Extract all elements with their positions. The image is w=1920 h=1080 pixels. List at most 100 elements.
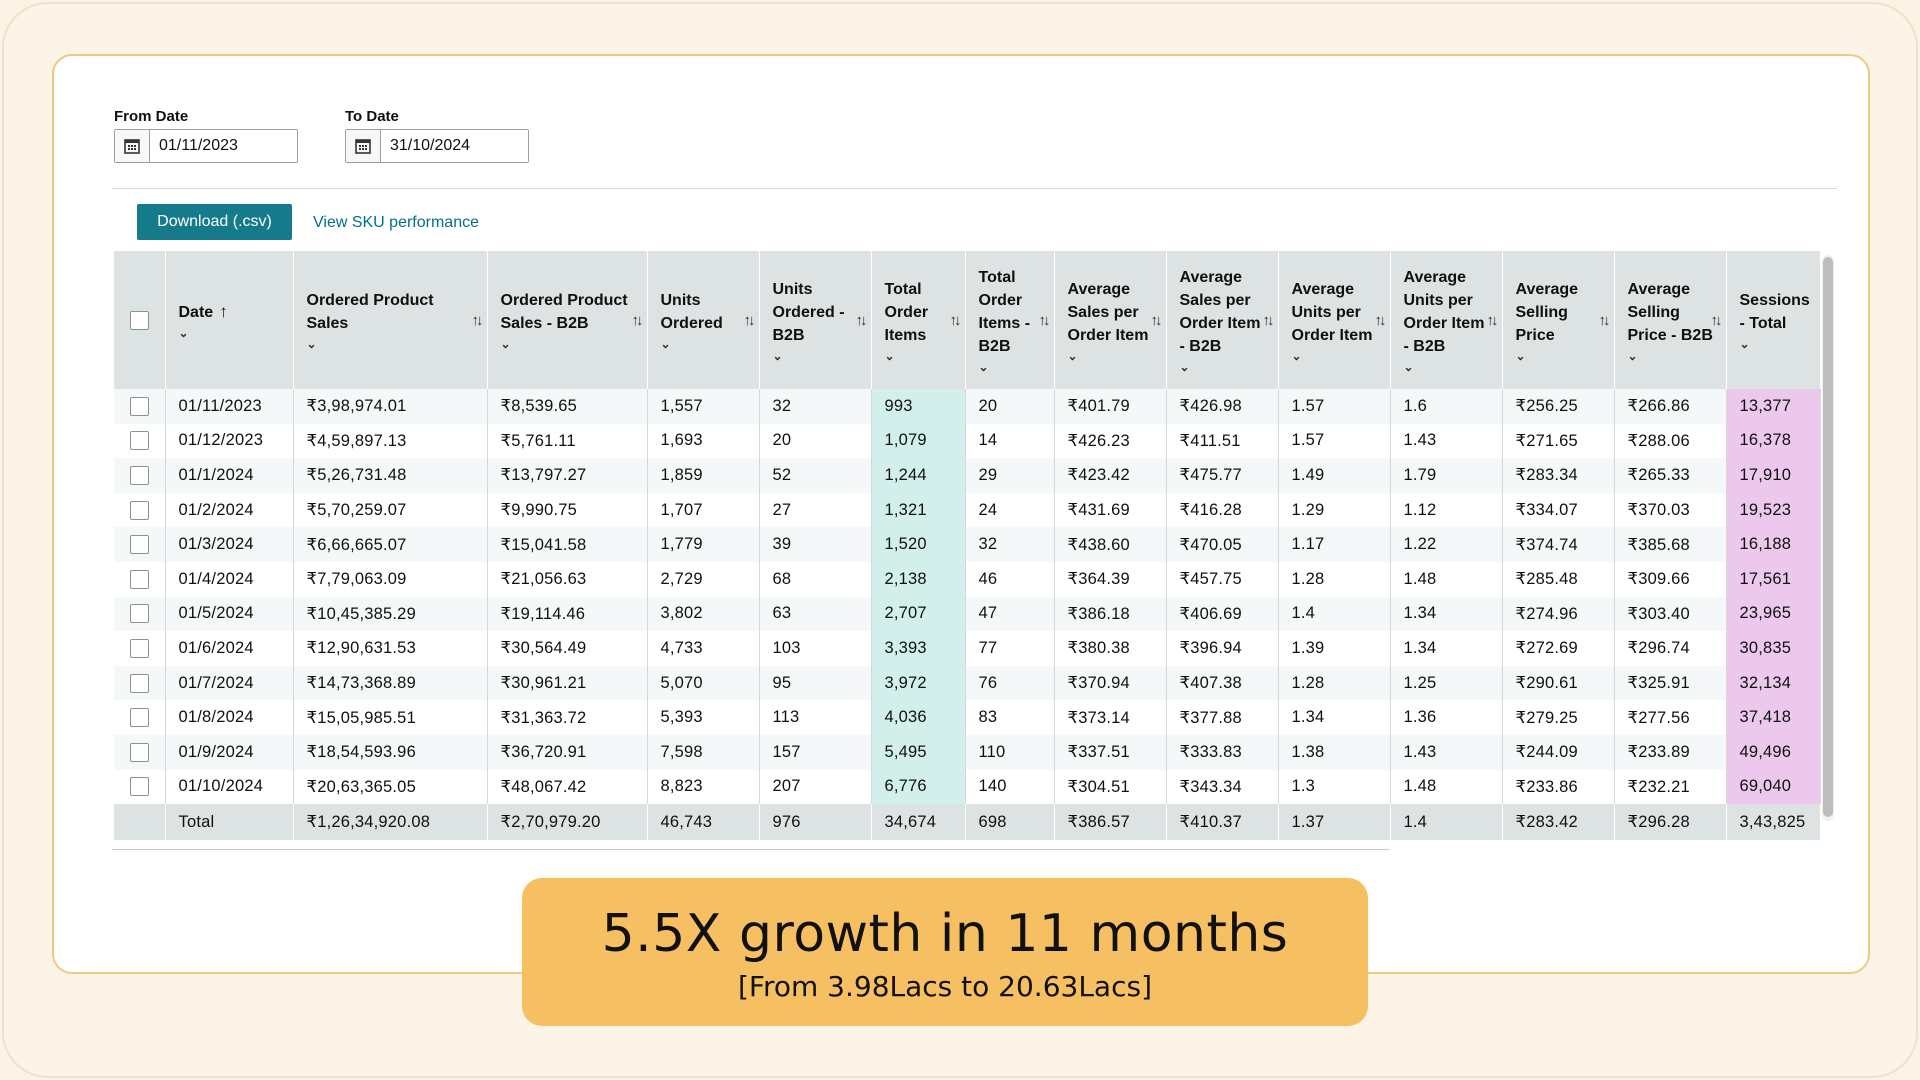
- to-date-value[interactable]: 31/10/2024: [390, 137, 471, 154]
- chevron-down-icon[interactable]: ⌄: [1739, 337, 1750, 351]
- table-row[interactable]: 01/6/2024 ₹12,90,631.53 ₹30,564.49 4,733 103…: [114, 631, 1821, 666]
- row-checkbox[interactable]: [129, 431, 149, 451]
- row-select-cell: [114, 527, 166, 562]
- chevron-down-icon[interactable]: ⌄: [1515, 348, 1526, 363]
- header-total-order-items-b2b[interactable]: Total Order Items - B2B ⌄ ↑↓: [965, 251, 1055, 389]
- header-ordered-product-sales-b2b[interactable]: Ordered Product Sales - B2B ⌄ ↑↓: [487, 251, 648, 389]
- table-cell: ₹256.25: [1502, 389, 1615, 424]
- chevron-down-icon[interactable]: ⌄: [1403, 360, 1414, 374]
- table-row[interactable]: 01/12/2023 ₹4,59,897.13 ₹5,761.11 1,693 20 1,…: [114, 423, 1821, 459]
- table-row[interactable]: 01/9/2024 ₹18,54,593.96 ₹36,720.91 7,598 157…: [114, 734, 1821, 770]
- total-row: Total ₹1,26,34,920.08 ₹2,70,979.20 46,743 97…: [114, 804, 1821, 841]
- table-cell: ₹411.51: [1166, 423, 1279, 459]
- row-checkbox[interactable]: [129, 500, 149, 520]
- table-row[interactable]: 01/8/2024 ₹15,05,985.51 ₹31,363.72 5,393 113…: [114, 700, 1821, 735]
- chevron-down-icon[interactable]: ⌄: [500, 337, 511, 351]
- calendar-icon[interactable]: [115, 130, 150, 162]
- table-cell: 29: [965, 458, 1055, 493]
- table-cell: ₹18,54,593.96: [293, 734, 488, 770]
- total-label: Total: [165, 804, 294, 841]
- calendar-icon[interactable]: [346, 130, 381, 162]
- sort-icon[interactable]: ↑↓: [1710, 312, 1723, 329]
- row-checkbox[interactable]: [129, 569, 149, 589]
- sort-icon[interactable]: ↑↓: [1374, 312, 1387, 329]
- row-checkbox[interactable]: [129, 396, 149, 416]
- header-units-ordered-b2b[interactable]: Units Ordered - B2B ⌄ ↑↓: [759, 251, 872, 389]
- table-cell: ₹438.60: [1054, 527, 1167, 562]
- row-checkbox[interactable]: [129, 708, 149, 728]
- sort-icon[interactable]: ↑↓: [1598, 312, 1611, 329]
- view-sku-performance-link[interactable]: View SKU performance: [313, 214, 479, 231]
- header-avg-selling-price[interactable]: Average Selling Price ⌄ ↑↓: [1502, 251, 1615, 389]
- header-avg-sales-per-order-item[interactable]: Average Sales per Order Item ⌄ ↑↓: [1054, 251, 1167, 389]
- table-row[interactable]: 01/2/2024 ₹5,70,259.07 ₹9,990.75 1,707 27 1,3…: [114, 492, 1821, 528]
- from-date-value[interactable]: 01/11/2023: [159, 137, 238, 154]
- sort-icon[interactable]: ↑↓: [855, 312, 868, 329]
- chevron-down-icon[interactable]: ⌄: [1291, 348, 1302, 363]
- table-row[interactable]: 01/5/2024 ₹10,45,385.29 ₹19,114.46 3,802 63 2…: [114, 596, 1821, 632]
- download-csv-button[interactable]: Download (.csv): [137, 204, 292, 240]
- table-cell: 32,134: [1726, 665, 1821, 701]
- header-avg-units-per-order-item[interactable]: Average Units per Order Item ⌄ ↑↓: [1278, 251, 1391, 389]
- table-cell: 01/2/2024: [165, 492, 294, 528]
- chevron-down-icon[interactable]: ⌄: [306, 337, 317, 351]
- table-row[interactable]: 01/1/2024 ₹5,26,731.48 ₹13,797.27 1,859 52 1,…: [114, 458, 1821, 493]
- header-sessions-total[interactable]: Sessions - Total ⌄: [1726, 251, 1821, 389]
- row-checkbox[interactable]: [129, 673, 149, 693]
- sort-icon[interactable]: ↑↓: [1486, 312, 1499, 329]
- sort-icon[interactable]: ↑↓: [471, 312, 484, 329]
- row-checkbox[interactable]: [129, 535, 149, 555]
- sort-ascending-icon[interactable]: ↑: [219, 302, 228, 321]
- sort-icon[interactable]: ↑↓: [631, 312, 644, 329]
- horizontal-scrollbar[interactable]: [112, 849, 1390, 850]
- from-date-field[interactable]: 01/11/2023: [114, 129, 298, 163]
- table-row[interactable]: 01/4/2024 ₹7,79,063.09 ₹21,056.63 2,729 68 2,…: [114, 561, 1821, 597]
- row-checkbox[interactable]: [129, 604, 149, 624]
- header-date[interactable]: Date ↑ ⌄: [165, 251, 294, 389]
- sort-icon[interactable]: ↑↓: [1150, 312, 1163, 329]
- sort-icon[interactable]: ↑↓: [1038, 312, 1051, 329]
- header-units-ordered[interactable]: Units Ordered ⌄ ↑↓: [647, 251, 760, 389]
- chevron-down-icon[interactable]: ⌄: [1179, 360, 1190, 374]
- header-avg-sales-per-order-item-b2b[interactable]: Average Sales per Order Item - B2B ⌄ ↑↓: [1166, 251, 1279, 389]
- row-checkbox[interactable]: [129, 466, 149, 486]
- to-date-field[interactable]: 31/10/2024: [345, 129, 529, 163]
- table-cell: ₹48,067.42: [487, 769, 648, 805]
- chevron-down-icon[interactable]: ⌄: [978, 360, 989, 374]
- chevron-down-icon[interactable]: ⌄: [772, 348, 783, 363]
- select-all-checkbox[interactable]: [129, 310, 149, 330]
- sort-icon[interactable]: ↑↓: [743, 312, 756, 329]
- table-row[interactable]: 01/11/2023 ₹3,98,974.01 ₹8,539.65 1,557 32 99…: [114, 389, 1821, 424]
- sort-icon[interactable]: ↑↓: [949, 312, 962, 329]
- chevron-down-icon[interactable]: ⌄: [1067, 348, 1078, 363]
- table-cell: 1.36: [1390, 700, 1503, 735]
- total-cell: ₹410.37: [1166, 804, 1279, 841]
- table-cell: ₹30,961.21: [487, 665, 648, 701]
- table-cell: 01/7/2024: [165, 665, 294, 701]
- table-cell: 52: [759, 458, 872, 493]
- row-checkbox[interactable]: [129, 639, 149, 659]
- table-cell: 3,972: [871, 665, 966, 701]
- row-checkbox[interactable]: [129, 742, 149, 762]
- header-avg-selling-price-b2b[interactable]: Average Selling Price - B2B ⌄ ↑↓: [1614, 251, 1727, 389]
- total-cell: 34,674: [871, 804, 966, 841]
- table-row[interactable]: 01/7/2024 ₹14,73,368.89 ₹30,961.21 5,070 95 3…: [114, 665, 1821, 701]
- chevron-down-icon[interactable]: ⌄: [660, 337, 671, 351]
- from-date-group: From Date 01/11/2023: [114, 108, 298, 163]
- header-label: Units Ordered: [660, 292, 723, 332]
- vertical-scrollbar-thumb[interactable]: [1823, 257, 1833, 817]
- table-cell: 14: [965, 423, 1055, 459]
- header-ordered-product-sales[interactable]: Ordered Product Sales ⌄ ↑↓: [293, 251, 488, 389]
- chevron-down-icon[interactable]: ⌄: [884, 348, 895, 363]
- table-row[interactable]: 01/10/2024 ₹20,63,365.05 ₹48,067.42 8,823 20…: [114, 769, 1821, 805]
- chevron-down-icon[interactable]: ⌄: [1627, 348, 1638, 363]
- header-total-order-items[interactable]: Total Order Items ⌄ ↑↓: [871, 251, 966, 389]
- row-checkbox[interactable]: [129, 777, 149, 797]
- table-cell: 1,557: [647, 389, 760, 424]
- table-header-row: Date ↑ ⌄ Ordered Product Sales ⌄ ↑↓ Ordered …: [114, 251, 1821, 389]
- sort-icon[interactable]: ↑↓: [1262, 312, 1275, 329]
- table-row[interactable]: 01/3/2024 ₹6,66,665.07 ₹15,041.58 1,779 39 1,…: [114, 527, 1821, 562]
- header-label: Average Selling Price: [1515, 280, 1579, 344]
- chevron-down-icon[interactable]: ⌄: [178, 326, 189, 340]
- header-avg-units-per-order-item-b2b[interactable]: Average Units per Order Item - B2B ⌄ ↑↓: [1390, 251, 1503, 389]
